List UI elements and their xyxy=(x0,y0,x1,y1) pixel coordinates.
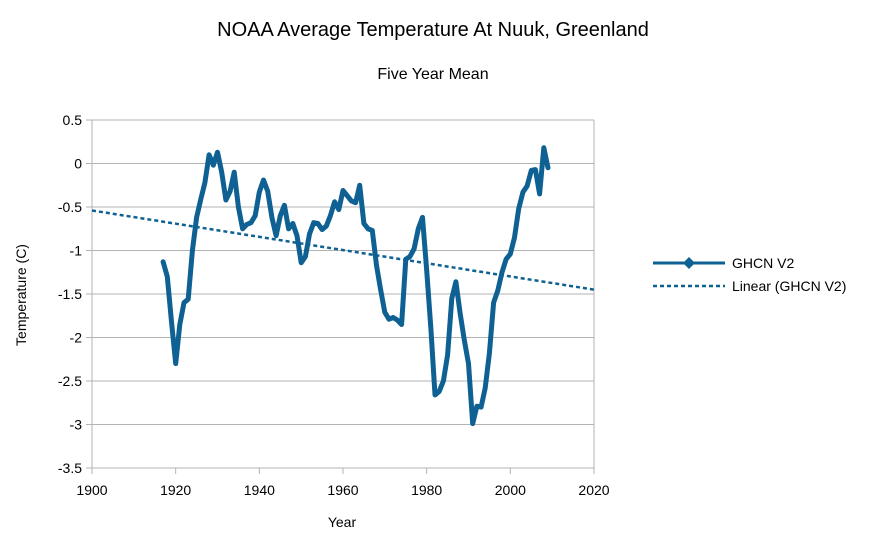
y-tick-label: -3 xyxy=(70,417,83,433)
x-tick-label: 1980 xyxy=(411,482,442,498)
chart-subtitle: Five Year Mean xyxy=(377,66,488,83)
y-tick-label: -1 xyxy=(70,243,83,259)
legend-marker-diamond-icon xyxy=(683,257,695,269)
y-axis-title: Temperature (C) xyxy=(13,244,29,346)
axis-layer xyxy=(86,119,595,474)
y-tick-labels: 0.5 0 -0.5 -1 -1.5 -2 -2.5 -3 -3.5 xyxy=(58,112,82,476)
y-tick-label: -1.5 xyxy=(58,286,82,302)
legend-label-ghcn: GHCN V2 xyxy=(732,255,794,271)
x-tick-labels: 1900 1920 1940 1960 1980 2000 2020 xyxy=(76,482,609,498)
y-tick-label: -2.5 xyxy=(58,373,82,389)
y-tick-label: 0.5 xyxy=(63,112,83,128)
series-layer xyxy=(91,145,595,427)
y-tick-label: -0.5 xyxy=(58,199,82,215)
x-tick-label: 1940 xyxy=(244,482,275,498)
x-axis-title: Year xyxy=(328,514,357,530)
x-tick-label: 1960 xyxy=(327,482,358,498)
x-tick-label: 2000 xyxy=(495,482,526,498)
y-tick-label: 0 xyxy=(74,156,82,172)
series-line-ghcn-v2 xyxy=(160,145,551,427)
y-tick-label: -3.5 xyxy=(58,460,82,476)
chart-title: NOAA Average Temperature At Nuuk, Greenl… xyxy=(217,19,649,41)
legend-label-linear: Linear (GHCN V2) xyxy=(732,278,846,294)
legend: GHCN V2 Linear (GHCN V2) xyxy=(653,255,846,294)
y-tick-label: -2 xyxy=(70,330,83,346)
x-tick-label: 2020 xyxy=(578,482,609,498)
x-tick-label: 1920 xyxy=(160,482,191,498)
series-line-linear-trend xyxy=(91,209,595,291)
x-tick-label: 1900 xyxy=(76,482,107,498)
